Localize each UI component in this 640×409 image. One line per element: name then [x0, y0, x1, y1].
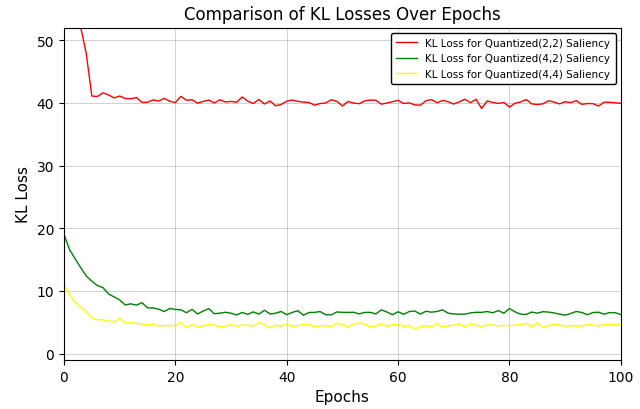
KL Loss for Quantized(4,2) Saliency: [300, 313, 307, 318]
KL Loss for Quantized(2,2) Saliency: [617, 101, 625, 106]
KL Loss for Quantized(2,2) Saliency: [205, 99, 212, 103]
KL Loss for Quantized(4,2) Saliency: [617, 312, 625, 317]
Y-axis label: KL Loss: KL Loss: [16, 166, 31, 223]
KL Loss for Quantized(4,2) Saliency: [400, 312, 408, 317]
KL Loss for Quantized(4,4) Saliency: [483, 323, 491, 328]
Legend: KL Loss for Quantized(2,2) Saliency, KL Loss for Quantized(4,2) Saliency, KL Los: KL Loss for Quantized(2,2) Saliency, KL …: [391, 34, 616, 85]
KL Loss for Quantized(2,2) Saliency: [400, 102, 408, 107]
Line: KL Loss for Quantized(4,4) Saliency: KL Loss for Quantized(4,4) Saliency: [64, 285, 621, 330]
KL Loss for Quantized(4,2) Saliency: [200, 309, 207, 314]
KL Loss for Quantized(2,2) Saliency: [477, 107, 485, 112]
X-axis label: Epochs: Epochs: [315, 389, 370, 404]
KL Loss for Quantized(4,4) Saliency: [411, 327, 419, 332]
KL Loss for Quantized(2,2) Saliency: [489, 101, 497, 106]
KL Loss for Quantized(2,2) Saliency: [105, 93, 113, 98]
KL Loss for Quantized(4,4) Saliency: [394, 322, 402, 327]
KL Loss for Quantized(4,4) Saliency: [617, 322, 625, 327]
KL Loss for Quantized(4,2) Saliency: [99, 285, 107, 290]
KL Loss for Quantized(4,4) Saliency: [99, 317, 107, 322]
KL Loss for Quantized(4,4) Saliency: [200, 324, 207, 328]
KL Loss for Quantized(4,4) Saliency: [456, 321, 463, 326]
Title: Comparison of KL Losses Over Epochs: Comparison of KL Losses Over Epochs: [184, 7, 500, 24]
KL Loss for Quantized(4,4) Saliency: [60, 283, 68, 288]
KL Loss for Quantized(4,2) Saliency: [322, 312, 330, 317]
KL Loss for Quantized(2,2) Saliency: [322, 101, 330, 106]
KL Loss for Quantized(2,2) Saliency: [60, 32, 68, 37]
KL Loss for Quantized(2,2) Saliency: [456, 100, 463, 105]
Line: KL Loss for Quantized(2,2) Saliency: KL Loss for Quantized(2,2) Saliency: [64, 0, 621, 109]
Line: KL Loss for Quantized(4,2) Saliency: KL Loss for Quantized(4,2) Saliency: [64, 235, 621, 315]
KL Loss for Quantized(4,4) Saliency: [316, 324, 324, 328]
KL Loss for Quantized(4,2) Saliency: [60, 232, 68, 237]
KL Loss for Quantized(4,2) Saliency: [456, 312, 463, 317]
KL Loss for Quantized(4,2) Saliency: [483, 309, 491, 314]
